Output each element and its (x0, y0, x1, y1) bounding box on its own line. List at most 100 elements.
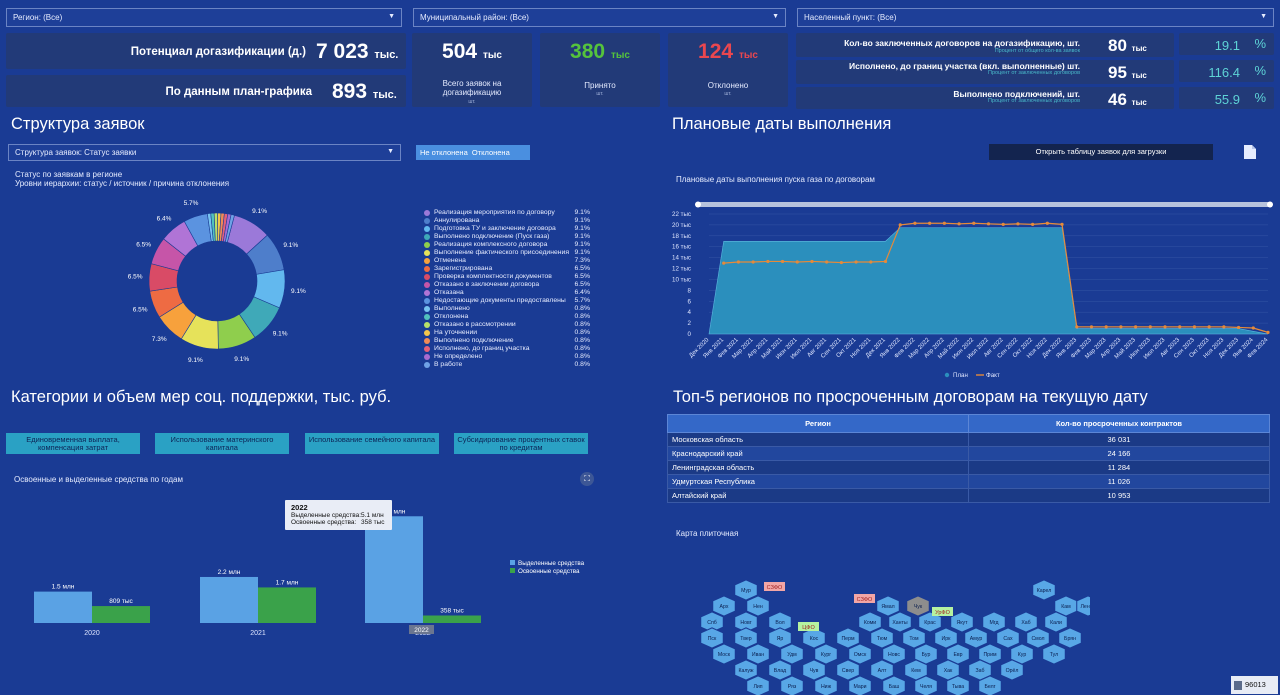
map-tile[interactable] (882, 675, 906, 695)
settlement-filter[interactable]: Населенный пункт: (Все) ▼ (797, 8, 1274, 27)
legend-item[interactable]: Реализация мероприятия по договору 9.1% (424, 209, 594, 217)
map-tile[interactable] (882, 643, 906, 665)
legend-item[interactable]: На уточнении 0.8% (424, 329, 594, 337)
map-tile[interactable] (768, 627, 792, 649)
bar-allocated[interactable] (365, 516, 423, 623)
fact-point[interactable] (986, 222, 991, 226)
bar-spent[interactable] (258, 587, 316, 623)
map-tile[interactable] (934, 627, 958, 649)
category-interest-subsidy-button[interactable]: Субсидирование процентных ставок по кред… (454, 433, 588, 454)
legend-item[interactable]: Отказано в заключении договора 6.5% (424, 281, 594, 289)
toggle-rejected[interactable]: Отклонена (471, 148, 510, 157)
map-tile[interactable] (712, 643, 736, 665)
map-tile[interactable] (858, 611, 882, 633)
range-slider[interactable] (696, 202, 1272, 207)
map-tile[interactable] (814, 675, 838, 695)
file-export-icon[interactable] (1241, 144, 1259, 160)
fact-point[interactable] (1251, 326, 1255, 330)
fact-point[interactable] (1134, 325, 1138, 329)
fact-point[interactable] (736, 260, 741, 264)
legend-item[interactable]: Выполнение фактического присоединения 9.1… (424, 249, 594, 257)
fact-point[interactable] (1178, 325, 1182, 329)
fact-point[interactable] (780, 259, 785, 264)
map-tile[interactable] (848, 643, 872, 665)
table-row[interactable]: Ленинградская область 11 284 (667, 460, 1270, 475)
bar-spent[interactable] (92, 606, 150, 623)
fact-point[interactable] (1119, 325, 1123, 329)
legend-item[interactable]: Исполнено, до границ участка 0.8% (424, 345, 594, 353)
table-row[interactable]: Удмуртская Республика 11 026 (667, 474, 1270, 489)
map-tile[interactable] (918, 611, 942, 633)
map-tile[interactable] (802, 627, 826, 649)
legend-item[interactable]: Отказана 6.4% (424, 289, 594, 297)
map-tile[interactable] (1042, 643, 1066, 665)
map-tile[interactable] (734, 579, 758, 601)
fact-point[interactable] (1163, 325, 1167, 329)
fact-point[interactable] (1192, 325, 1197, 329)
fact-point[interactable] (722, 261, 726, 265)
legend-item[interactable]: В работе 0.8% (424, 361, 594, 369)
fact-point[interactable] (1075, 325, 1079, 329)
map-tile[interactable] (746, 675, 770, 695)
map-tile[interactable] (982, 611, 1006, 633)
fact-point[interactable] (1207, 325, 1211, 329)
map-tile[interactable] (1014, 611, 1038, 633)
map-tile[interactable] (914, 675, 938, 695)
fact-point[interactable] (898, 223, 902, 227)
map-tile[interactable] (1026, 627, 1050, 649)
category-family-capital-button[interactable]: Использование семейного капитала (305, 433, 439, 454)
structure-select[interactable]: Структура заявок: Статус заявки ▼ (8, 144, 401, 161)
donut-slice[interactable] (224, 214, 235, 243)
map-tile[interactable] (746, 643, 770, 665)
map-tile[interactable] (734, 659, 758, 681)
map-tile[interactable] (1000, 659, 1024, 681)
expand-icon[interactable]: ⛶ (580, 472, 594, 486)
category-lump-sum-button[interactable]: Единовременная выплата, компенсация затр… (6, 433, 140, 454)
map-tile[interactable] (996, 627, 1020, 649)
legend-item[interactable]: Не определено 0.8% (424, 353, 594, 361)
map-tile[interactable] (978, 675, 1002, 695)
map-tile[interactable] (836, 627, 860, 649)
map-tile[interactable] (814, 643, 838, 665)
bar-allocated[interactable] (34, 591, 92, 623)
fact-point[interactable] (1148, 325, 1152, 329)
fact-point[interactable] (751, 260, 755, 264)
fact-point[interactable] (1045, 221, 1049, 225)
map-tile[interactable] (888, 611, 912, 633)
map-tile[interactable] (780, 643, 804, 665)
fact-point[interactable] (1031, 222, 1035, 226)
map-tile[interactable] (848, 675, 872, 695)
map-tile[interactable] (1076, 595, 1090, 617)
fact-point[interactable] (1236, 325, 1241, 330)
fact-point[interactable] (839, 260, 843, 265)
map-tile[interactable] (1032, 579, 1056, 601)
fact-point[interactable] (928, 221, 932, 225)
bar-spent[interactable] (423, 615, 481, 623)
legend-item[interactable]: Выполнено подключение 0.8% (424, 337, 594, 345)
fact-point[interactable] (1089, 325, 1094, 329)
bar-allocated[interactable] (200, 576, 258, 623)
legend-item[interactable]: Аннулирована 9.1% (424, 217, 594, 225)
fact-point[interactable] (766, 259, 770, 264)
map-tile[interactable] (870, 659, 894, 681)
map-tile[interactable] (700, 627, 724, 649)
legend-item[interactable]: Реализация комплексного договора 9.1% (424, 241, 594, 249)
legend-item[interactable]: Проверка комплектности документов 6.5% (424, 273, 594, 281)
region-filter[interactable]: Регион: (Все) ▼ (6, 8, 402, 27)
table-row[interactable]: Краснодарский край 24 166 (667, 446, 1270, 461)
category-maternity-capital-button[interactable]: Использование материнского капитала (155, 433, 289, 454)
legend-item[interactable]: Выполнено 0.8% (424, 305, 594, 313)
open-table-button[interactable]: Открыть таблицу заявок для загрузки (989, 144, 1213, 160)
map-tile[interactable] (964, 627, 988, 649)
fact-point[interactable] (1104, 325, 1108, 329)
map-tile[interactable] (780, 675, 804, 695)
legend-item[interactable]: Отменена 7.3% (424, 257, 594, 265)
legend-item[interactable]: Отказано в рассмотрении 0.8% (424, 321, 594, 329)
fact-point[interactable] (957, 222, 961, 226)
map-tile[interactable] (1044, 611, 1068, 633)
fact-point[interactable] (795, 260, 799, 264)
map-tile[interactable] (768, 659, 792, 681)
table-row[interactable]: Московская область 36 031 (667, 432, 1270, 447)
map-tile[interactable] (746, 595, 770, 617)
legend-item[interactable]: Отклонена 0.8% (424, 313, 594, 321)
